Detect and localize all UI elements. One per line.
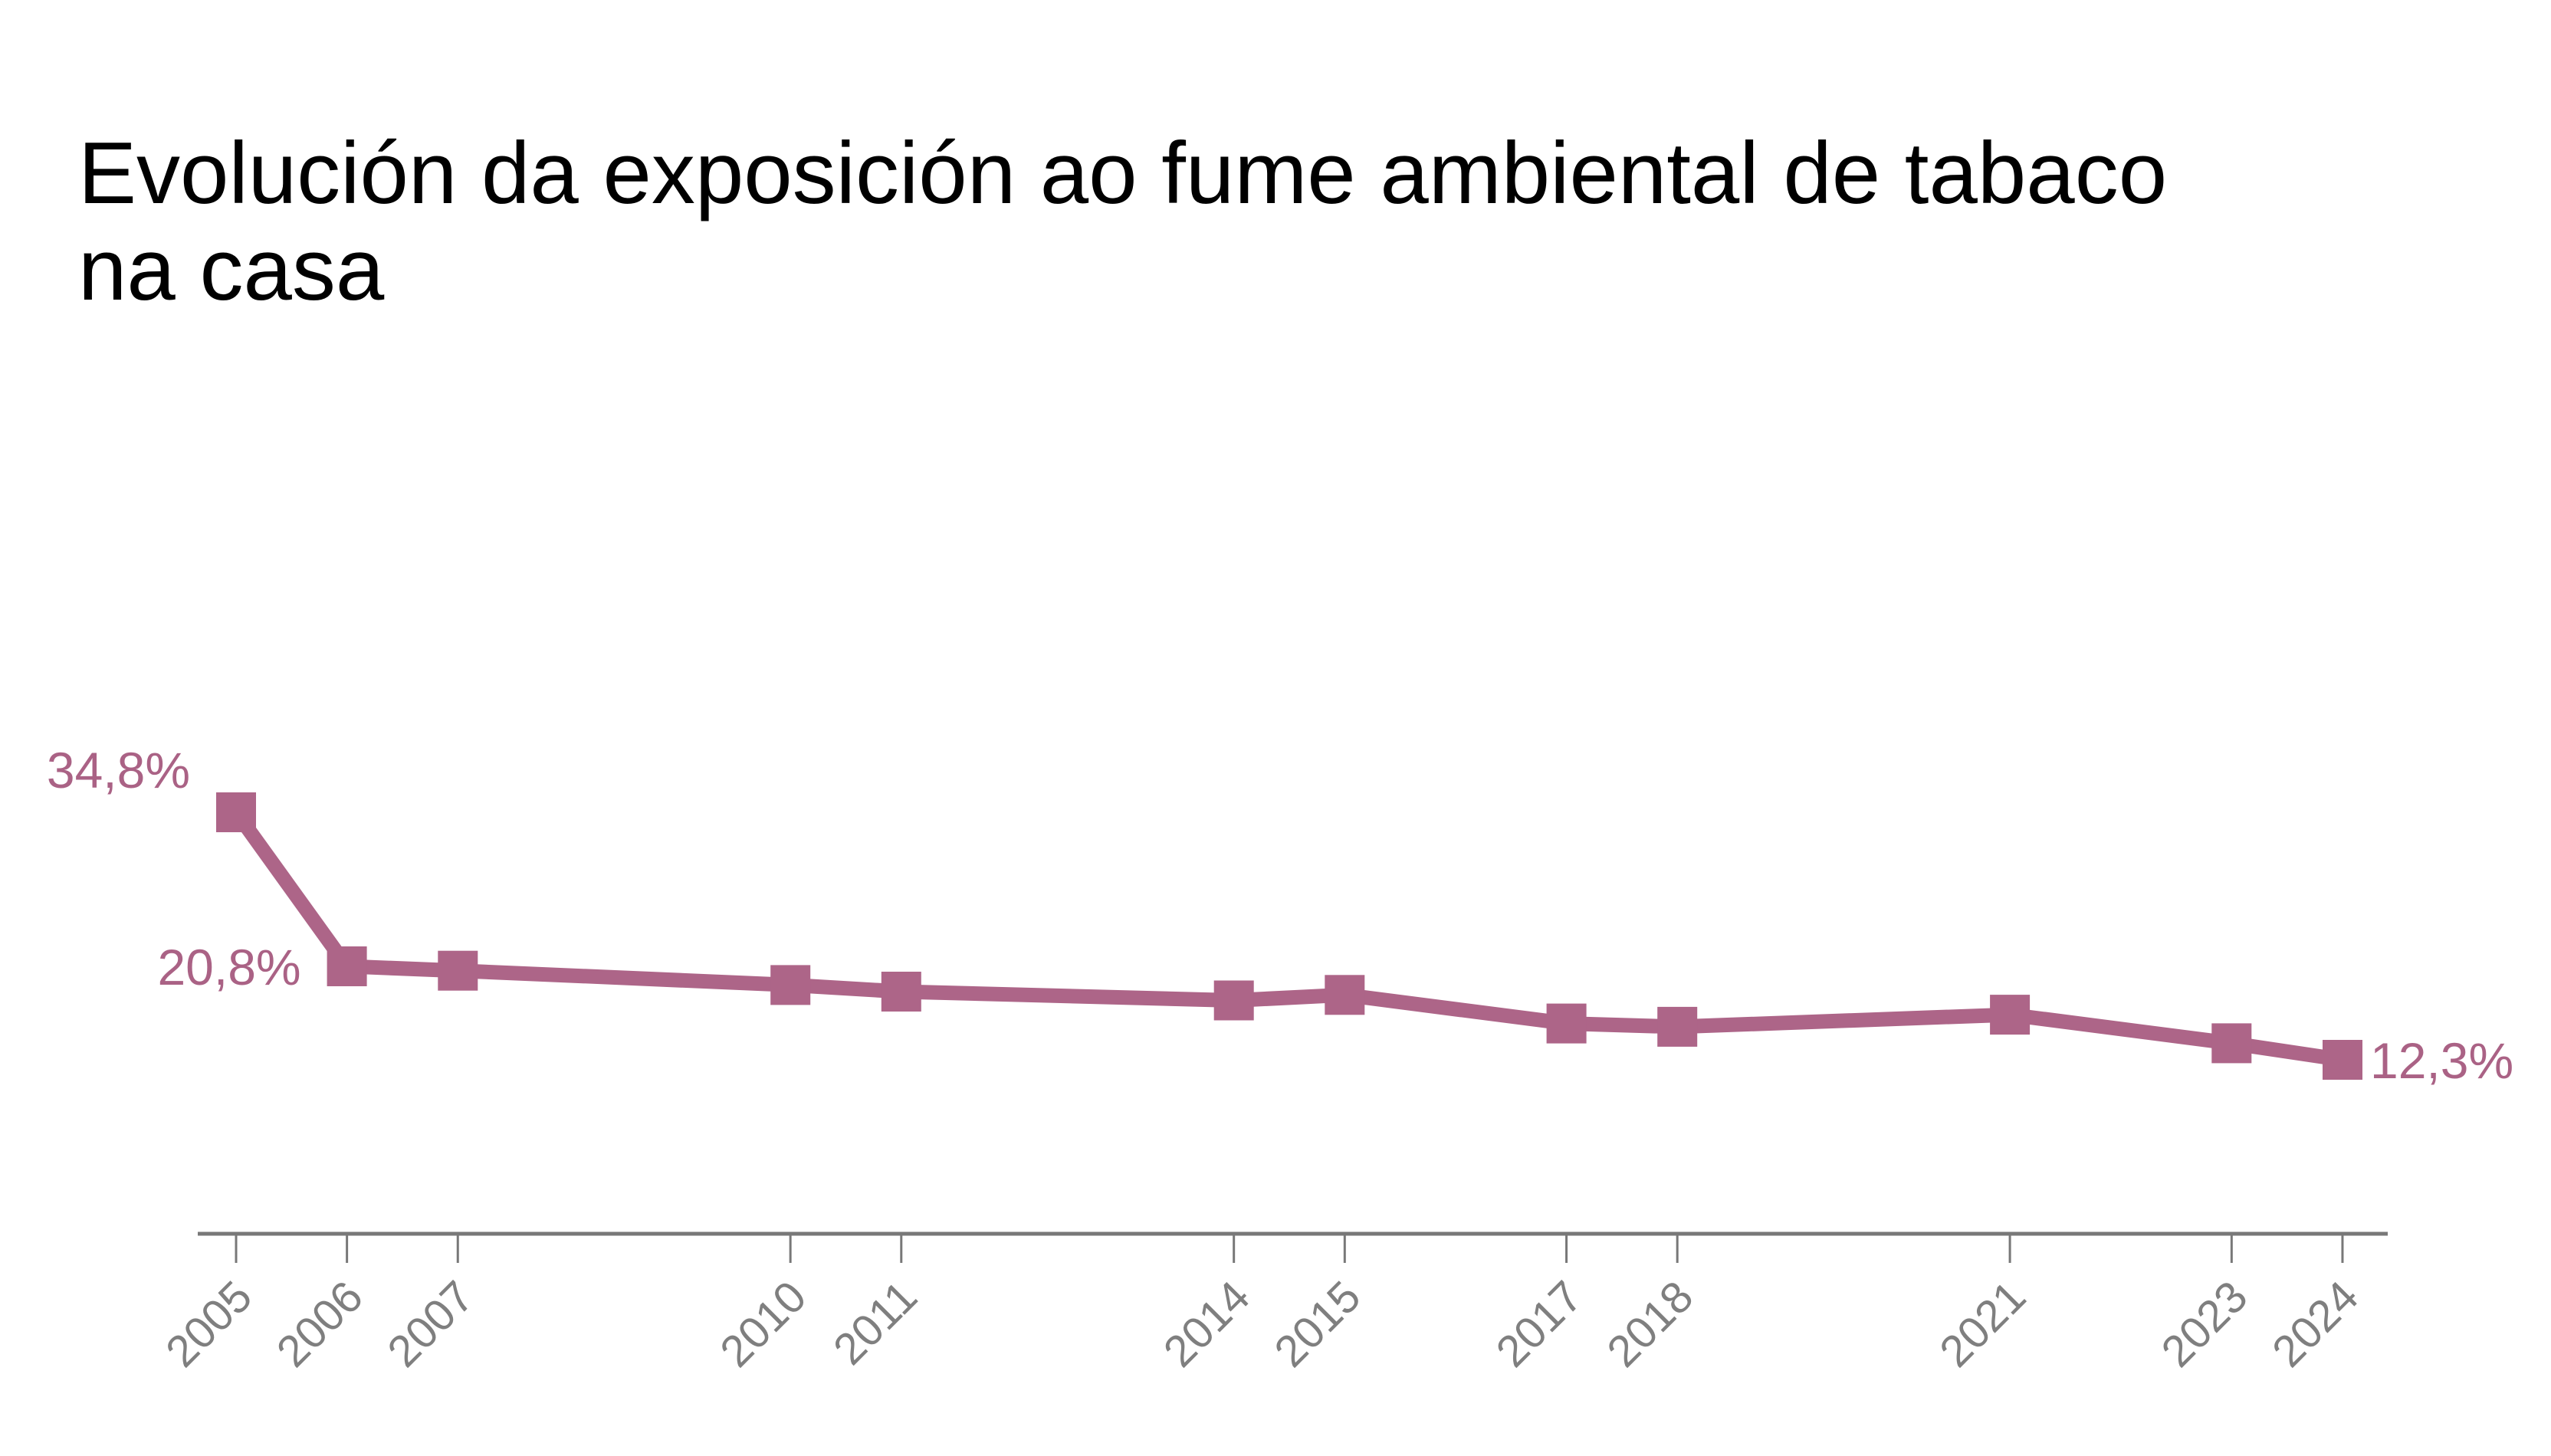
x-tick-label-2018: 2018 bbox=[1597, 1271, 1702, 1376]
x-tick-label-2021: 2021 bbox=[1930, 1271, 2035, 1376]
value-label-2005: 34,8% bbox=[47, 742, 190, 799]
data-point-2023 bbox=[2211, 1023, 2252, 1064]
x-tick-label-2014: 2014 bbox=[1154, 1271, 1259, 1376]
chart-title-line-2: na casa bbox=[78, 221, 385, 320]
x-tick-label-2015: 2015 bbox=[1265, 1271, 1370, 1376]
data-point-2007 bbox=[438, 950, 478, 991]
data-point-2010 bbox=[770, 965, 811, 1005]
data-point-2015 bbox=[1325, 975, 1365, 1015]
value-label-2006: 20,8% bbox=[157, 939, 300, 995]
x-tick-label-2010: 2010 bbox=[711, 1271, 816, 1376]
x-tick-label-2007: 2007 bbox=[378, 1271, 483, 1376]
data-point-2024 bbox=[2323, 1040, 2362, 1080]
data-point-2017 bbox=[1546, 1003, 1587, 1044]
data-point-2005 bbox=[216, 792, 256, 832]
data-point-2014 bbox=[1213, 980, 1254, 1021]
x-tick-label-2011: 2011 bbox=[824, 1271, 927, 1374]
x-tick-label-2006: 2006 bbox=[268, 1271, 373, 1376]
data-point-2021 bbox=[1990, 995, 2031, 1035]
data-point-2011 bbox=[881, 972, 921, 1012]
x-tick-label-2005: 2005 bbox=[156, 1271, 261, 1376]
data-point-2018 bbox=[1657, 1006, 1698, 1047]
chart-title-line-1: Evolución da exposición ao fume ambienta… bbox=[78, 125, 2168, 223]
data-point-2006 bbox=[327, 946, 367, 986]
x-tick-label-2023: 2023 bbox=[2152, 1271, 2257, 1376]
x-tick-label-2024: 2024 bbox=[2263, 1271, 2368, 1376]
value-label-2024: 12,3% bbox=[2370, 1032, 2513, 1089]
chart-title: Evolución da exposición ao fume ambienta… bbox=[78, 126, 2347, 319]
x-tick-label-2017: 2017 bbox=[1487, 1271, 1592, 1376]
